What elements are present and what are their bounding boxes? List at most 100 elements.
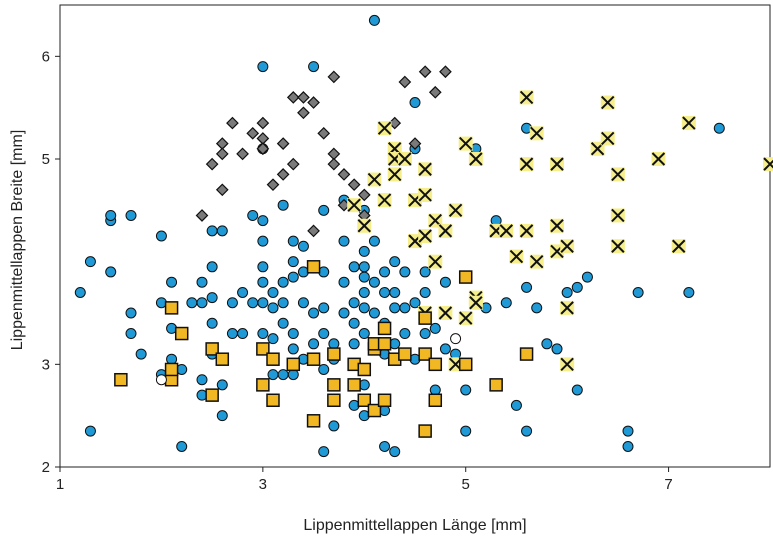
circle-point-104 — [379, 440, 391, 452]
diamond-point-34 — [327, 157, 341, 171]
circle-point-146 — [713, 122, 725, 134]
circle-point-113 — [409, 297, 421, 309]
diamond-point-14 — [286, 157, 300, 171]
diamond-point-26 — [357, 188, 371, 202]
square-point-7 — [215, 352, 230, 366]
circle-point-65 — [308, 307, 320, 319]
circle-point-119 — [419, 328, 431, 340]
diamond-point-10 — [256, 142, 270, 156]
x-tick-label-1: 1 — [56, 476, 64, 493]
square-point-11 — [266, 393, 280, 408]
circle-point-73 — [318, 446, 330, 458]
square-point-35 — [458, 357, 473, 372]
x-tick-label-7: 7 — [664, 476, 672, 493]
x-point-41 — [600, 95, 615, 110]
x-point-30 — [519, 157, 534, 172]
x-axis-label: Lippenmittellappen Länge [mm] — [303, 517, 526, 534]
circle-point-67 — [308, 61, 320, 73]
circle-point-1 — [84, 425, 96, 437]
circle-point-142 — [622, 425, 634, 437]
circle-point-55 — [287, 235, 299, 247]
circle-point-13 — [166, 353, 178, 365]
circle-point-95 — [368, 235, 380, 247]
circle-point-100 — [379, 286, 391, 298]
circle-point-52 — [277, 297, 289, 309]
x-point-37 — [560, 239, 575, 254]
x-point-31 — [519, 223, 534, 238]
circle-point-37 — [257, 235, 269, 247]
circle-point-141 — [581, 271, 593, 283]
diamond-point-30 — [418, 65, 432, 79]
x-point-29 — [519, 90, 534, 105]
square-point-1 — [164, 301, 179, 315]
circle-point-123 — [439, 343, 451, 355]
x-point-42 — [600, 131, 615, 146]
series-3-square — [114, 260, 534, 438]
diamond-point-6 — [236, 147, 249, 161]
square-point-17 — [327, 378, 341, 392]
circle-point-148 — [439, 276, 451, 288]
circle-point-5 — [105, 266, 117, 278]
diamond-point-32 — [439, 65, 452, 79]
square-point-9 — [256, 378, 270, 392]
circle-point-4 — [105, 209, 117, 221]
circle-point-56 — [287, 256, 299, 268]
circle-point-0 — [74, 286, 86, 298]
circle-point-88 — [358, 261, 370, 273]
circle-point-31 — [226, 328, 238, 340]
circle-point-107 — [389, 302, 401, 314]
x-point-43 — [610, 167, 625, 182]
circle-point-39 — [257, 261, 269, 273]
circle-point-21 — [196, 297, 208, 309]
x-point-8 — [397, 152, 412, 166]
diamond-point-8 — [256, 116, 270, 130]
circle-point-131 — [510, 399, 522, 411]
x-point-11 — [418, 162, 433, 177]
y-tick-label-6: 6 — [42, 48, 50, 65]
circle-point-96 — [368, 276, 380, 288]
x-point-33 — [529, 254, 544, 269]
circle-point-8 — [125, 328, 137, 340]
series-4-circle-open — [155, 333, 462, 386]
square-point-3 — [164, 362, 179, 377]
x-point-34 — [550, 157, 564, 172]
y-axis-label: Lippenmittellappen Breite [mm] — [9, 130, 26, 351]
diamond-point-7 — [246, 126, 260, 140]
square-point-14 — [306, 414, 321, 428]
circle-point-105 — [389, 256, 401, 268]
y-tick-label-5: 5 — [42, 151, 50, 168]
circle-point-45 — [267, 286, 279, 298]
circle-point-38 — [257, 215, 269, 227]
circle-point-140 — [571, 384, 583, 396]
x-point-13 — [418, 229, 433, 243]
diamond-point-12 — [276, 137, 290, 150]
data-points — [74, 14, 773, 458]
circle-point-130 — [500, 297, 512, 309]
x-point-1 — [357, 218, 372, 233]
x-point-46 — [651, 152, 666, 166]
x-point-22 — [458, 311, 473, 326]
square-point-34 — [458, 270, 473, 284]
circle-point-74 — [328, 338, 340, 350]
x-point-48 — [681, 116, 696, 131]
circle-point-82 — [348, 297, 360, 309]
diamond-point-4 — [215, 183, 229, 197]
circle-point-143 — [622, 440, 634, 452]
circle-point-78 — [338, 235, 350, 247]
circle-point-139 — [571, 281, 583, 293]
circle-point-91 — [358, 328, 370, 340]
circle-point-49 — [267, 369, 279, 381]
circle-point-84 — [348, 338, 360, 350]
diamond-point-31 — [428, 85, 442, 99]
diamond-point-3 — [215, 147, 229, 161]
x-point-38 — [560, 300, 575, 315]
circle-point-76 — [328, 420, 340, 432]
square-point-15 — [306, 260, 321, 274]
circle-point-54 — [277, 369, 289, 381]
circle-point-29 — [216, 410, 228, 422]
x-point-0 — [347, 198, 362, 213]
square-point-12 — [286, 357, 301, 372]
y-tick-label-2: 2 — [42, 459, 50, 476]
circle-point-53 — [277, 317, 289, 329]
